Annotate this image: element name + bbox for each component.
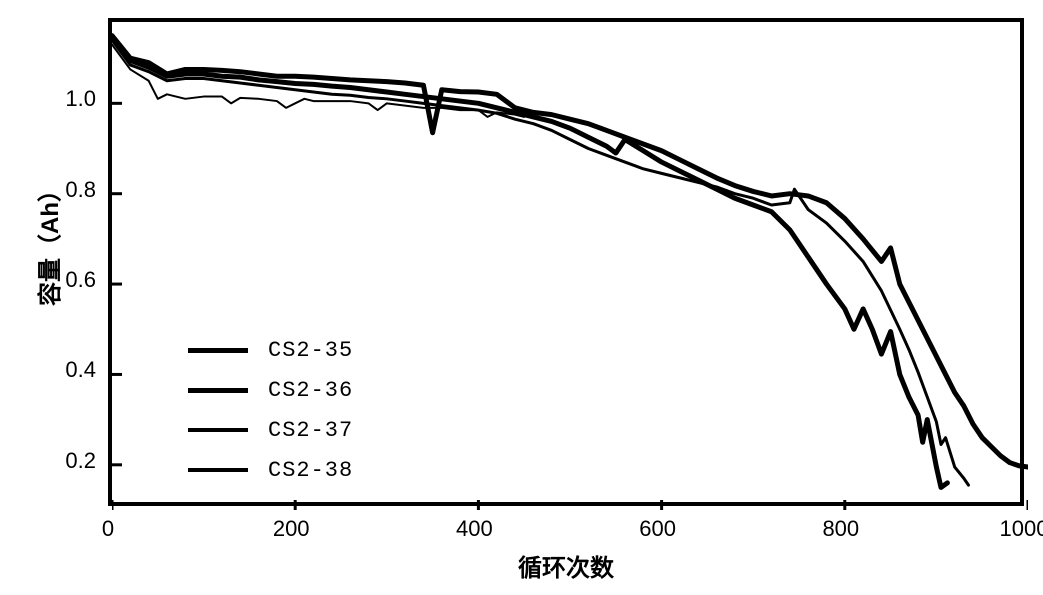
chart-container: 循环次数 容量（Ah） 0 200 400 600 800 1000 0.2 0.4 0.6 0… xyxy=(0,0,1043,595)
legend: CS2-35 CS2-36 CS2-37 CS2-38 xyxy=(188,330,353,490)
legend-item: CS2-38 xyxy=(188,450,353,490)
xtick-label: 200 xyxy=(273,516,310,542)
legend-label: CS2-35 xyxy=(268,338,353,363)
legend-swatch xyxy=(188,468,248,472)
xtick-label: 400 xyxy=(456,516,493,542)
xtick-label: 0 xyxy=(102,516,114,542)
ytick-label: 0.6 xyxy=(65,267,96,293)
legend-item: CS2-37 xyxy=(188,410,353,450)
ytick-label: 0.8 xyxy=(65,177,96,203)
xtick-label: 800 xyxy=(822,516,859,542)
y-axis-label: 容量（Ah） xyxy=(30,152,65,332)
legend-swatch xyxy=(188,388,248,393)
x-axis-label: 循环次数 xyxy=(506,548,626,583)
ytick-label: 0.4 xyxy=(65,357,96,383)
legend-item: CS2-35 xyxy=(188,330,353,370)
legend-swatch xyxy=(188,348,248,353)
xtick-label: 600 xyxy=(639,516,676,542)
legend-label: CS2-38 xyxy=(268,458,353,483)
ytick-label: 1.0 xyxy=(65,86,96,112)
legend-label: CS2-36 xyxy=(268,378,353,403)
ytick-label: 0.2 xyxy=(65,448,96,474)
xtick-label: 1000 xyxy=(1000,516,1043,542)
legend-label: CS2-37 xyxy=(268,418,353,443)
legend-item: CS2-36 xyxy=(188,370,353,410)
legend-swatch xyxy=(188,428,248,432)
